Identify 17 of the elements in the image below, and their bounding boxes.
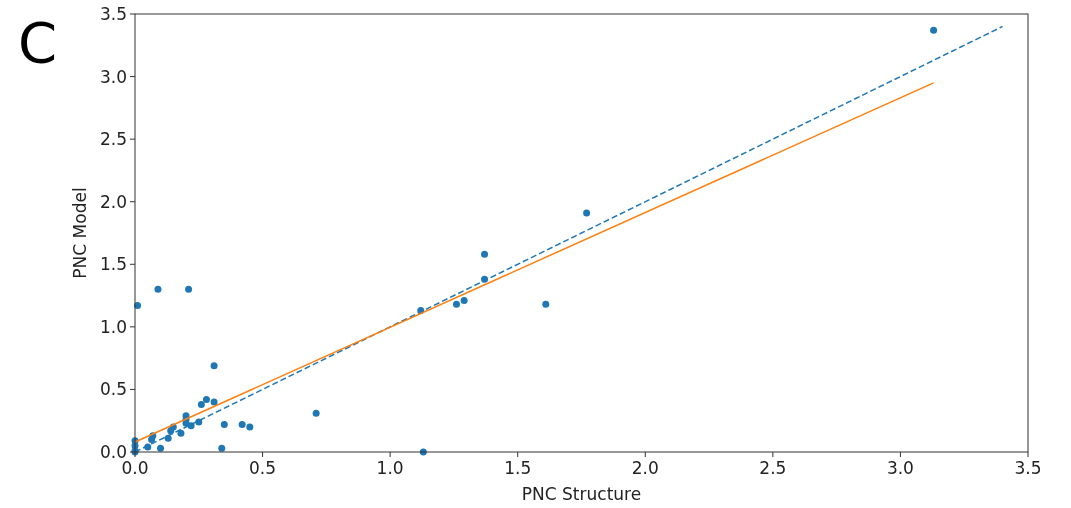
y-tick-label: 1.0 <box>99 316 127 337</box>
x-tick-label: 2.0 <box>631 458 659 478</box>
x-tick-label: 0.5 <box>249 458 277 478</box>
x-tick-label: 2.5 <box>759 458 787 478</box>
y-tick-label: 3.5 <box>99 3 127 24</box>
y-axis-title: PNC Model <box>70 187 90 279</box>
y-tick-label: 2.5 <box>99 129 127 150</box>
y-tick-label: 1.5 <box>99 254 127 275</box>
y-tick-label: 3.0 <box>99 66 127 87</box>
x-tick-label: 3.0 <box>886 458 914 478</box>
y-tick-label: 2.0 <box>99 191 127 212</box>
x-tick-label: 1.0 <box>376 458 404 478</box>
x-axis-title: PNC Structure <box>521 484 642 504</box>
x-tick-label: 1.5 <box>504 458 532 478</box>
chart-title: C <box>18 10 58 75</box>
y-tick-label: 0.5 <box>99 379 127 400</box>
x-tick-label: 3.5 <box>1014 458 1042 478</box>
